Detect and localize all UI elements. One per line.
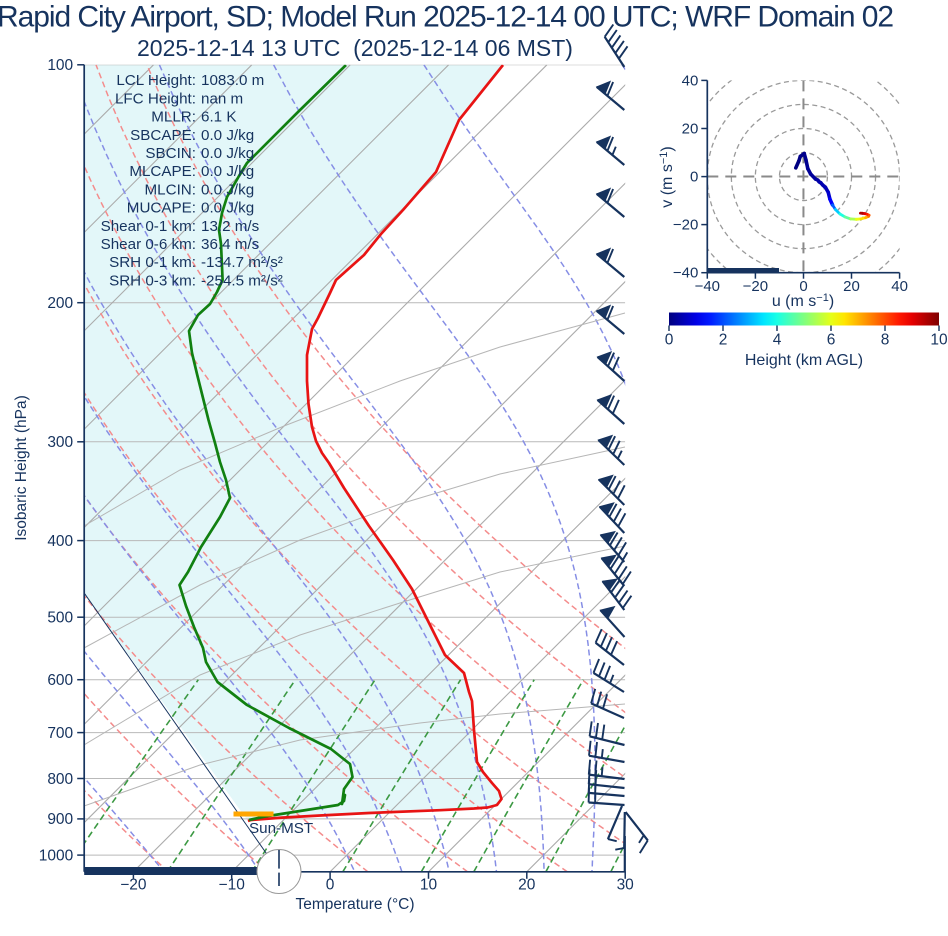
svg-text:900: 900 bbox=[47, 811, 73, 828]
svg-text:10: 10 bbox=[930, 332, 948, 349]
svg-text:20: 20 bbox=[843, 278, 860, 295]
svg-text:0: 0 bbox=[326, 877, 335, 894]
svg-text:0.0 J/kg: 0.0 J/kg bbox=[201, 127, 254, 144]
svg-text:SBCAPE:: SBCAPE: bbox=[130, 127, 196, 144]
svg-text:nan m: nan m bbox=[201, 90, 243, 107]
svg-text:6: 6 bbox=[827, 332, 836, 349]
svg-text:SRH 0-1 km:: SRH 0-1 km: bbox=[109, 254, 196, 271]
svg-text:400: 400 bbox=[47, 533, 73, 550]
svg-text:0.0 J/kg: 0.0 J/kg bbox=[201, 181, 254, 198]
svg-text:600: 600 bbox=[47, 672, 73, 689]
svg-text:Shear 0-1 km:: Shear 0-1 km: bbox=[101, 218, 196, 235]
svg-text:-134.7 m²/s²: -134.7 m²/s² bbox=[201, 254, 283, 271]
svg-text:30: 30 bbox=[617, 877, 635, 894]
svg-text:100: 100 bbox=[47, 57, 73, 74]
svg-text:1000: 1000 bbox=[39, 847, 74, 864]
svg-text:8: 8 bbox=[881, 332, 890, 349]
svg-text:−40: −40 bbox=[695, 278, 720, 295]
svg-text:40: 40 bbox=[682, 72, 699, 89]
svg-text:MUCAPE:: MUCAPE: bbox=[127, 200, 196, 217]
svg-text:LCL Height:: LCL Height: bbox=[116, 72, 196, 89]
svg-text:LFC Height:: LFC Height: bbox=[115, 90, 196, 107]
svg-text:−20: −20 bbox=[673, 217, 698, 234]
svg-text:20: 20 bbox=[518, 877, 536, 894]
svg-text:Height (km AGL): Height (km AGL) bbox=[745, 352, 863, 369]
svg-text:40: 40 bbox=[891, 278, 908, 295]
svg-text:2: 2 bbox=[719, 332, 728, 349]
svg-text:13.2 m/s: 13.2 m/s bbox=[201, 218, 260, 235]
svg-text:Rapid City Airport, SD; Model: Rapid City Airport, SD; Model Run 2025-1… bbox=[0, 1, 893, 34]
svg-text:0.0 J/kg: 0.0 J/kg bbox=[201, 163, 254, 180]
svg-text:−20: −20 bbox=[743, 278, 768, 295]
svg-text:1083.0 m: 1083.0 m bbox=[201, 72, 264, 89]
svg-text:SRH 0-3 km:: SRH 0-3 km: bbox=[109, 272, 196, 289]
svg-text:10: 10 bbox=[420, 877, 438, 894]
svg-text:200: 200 bbox=[47, 295, 73, 312]
svg-text:SBCIN:: SBCIN: bbox=[145, 145, 196, 162]
svg-text:Temperature (°C): Temperature (°C) bbox=[295, 896, 414, 913]
svg-text:−10: −10 bbox=[219, 877, 246, 894]
svg-text:36.4 m/s: 36.4 m/s bbox=[201, 236, 260, 253]
svg-text:700: 700 bbox=[47, 725, 73, 742]
svg-text:MLCIN:: MLCIN: bbox=[145, 181, 196, 198]
svg-text:4: 4 bbox=[773, 332, 782, 349]
svg-text:0.0 J/kg: 0.0 J/kg bbox=[201, 200, 254, 217]
svg-text:-254.5 m²/s²: -254.5 m²/s² bbox=[201, 272, 283, 289]
svg-text:Isobaric Height (hPa): Isobaric Height (hPa) bbox=[13, 395, 30, 541]
svg-text:0: 0 bbox=[799, 278, 807, 295]
svg-text:0: 0 bbox=[665, 332, 674, 349]
svg-text:20: 20 bbox=[682, 121, 699, 138]
svg-text:6.1 K: 6.1 K bbox=[201, 109, 236, 126]
svg-text:Sun-MST: Sun-MST bbox=[249, 820, 313, 837]
svg-text:Shear 0-6 km:: Shear 0-6 km: bbox=[101, 236, 196, 253]
svg-text:0.0 J/kg: 0.0 J/kg bbox=[201, 145, 254, 162]
svg-text:−40: −40 bbox=[673, 265, 698, 282]
svg-text:500: 500 bbox=[47, 610, 73, 627]
svg-text:MLLR:: MLLR: bbox=[151, 109, 196, 126]
svg-text:0: 0 bbox=[690, 169, 698, 186]
svg-text:MLCAPE:: MLCAPE: bbox=[129, 163, 196, 180]
svg-text:800: 800 bbox=[47, 771, 73, 788]
svg-text:300: 300 bbox=[47, 434, 73, 451]
svg-text:−20: −20 bbox=[120, 877, 147, 894]
svg-text:2025-12-14 13 UTC (2025-12-14: 2025-12-14 13 UTC (2025-12-14 06 MST) bbox=[137, 35, 573, 61]
